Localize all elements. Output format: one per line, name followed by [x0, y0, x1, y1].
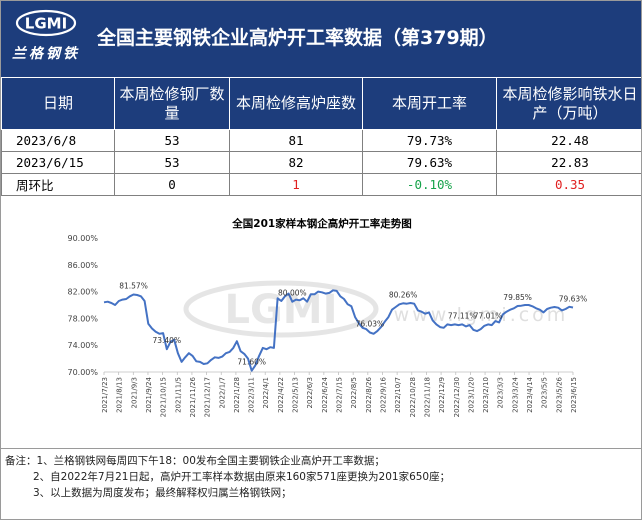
data-label: 77.01% [474, 311, 503, 320]
x-tick-label: 2021/9/24 [145, 376, 153, 412]
header-impact: 本周检修影响铁水日产（万吨） [496, 77, 641, 130]
data-label: 71.60% [237, 358, 266, 367]
x-tick-label: 2023/5/26 [555, 376, 563, 412]
x-axis: 2021/7/23 2021/8/13 2021/9/3 2021/9/24 2021/… [101, 371, 578, 417]
table-row-change: 周环比 0 1 -0.10% 0.35 [1, 173, 641, 196]
data-label: 79.63% [559, 294, 588, 303]
lgmi-logo-icon: LGMI [15, 9, 77, 37]
x-tick-label: 2023/5/5 [541, 377, 549, 408]
y-tick-label: 74.00% [67, 341, 98, 350]
x-tick-label: 2022/4/1 [262, 377, 270, 408]
chart-title: 全国201家样本钢企高炉开工率走势图 [232, 218, 412, 230]
data-label: 73.40% [152, 336, 181, 345]
logo-chinese-name: 兰格钢铁 [12, 46, 80, 62]
x-tick-label: 2022/12/30 [453, 377, 461, 417]
x-tick-label: 2021/9/3 [130, 377, 138, 408]
x-tick-label: 2022/10/7 [394, 377, 402, 413]
footer-notes: 备注：1、兰格钢铁网每周四下午18：00发布全国主要钢铁企业高炉开工率数据； 2… [1, 448, 641, 519]
y-tick-label: 86.00% [67, 261, 98, 270]
x-tick-label: 2022/3/11 [248, 377, 256, 413]
row-date: 2023/6/15 [1, 151, 115, 174]
header-banner: LGMI 兰格钢铁 全国主要钢铁企业高炉开工率数据（第379期） [1, 1, 641, 77]
row-mills: 53 [114, 151, 230, 174]
x-tick-label: 2022/8/26 [365, 376, 373, 412]
x-tick-label: 2022/5/13 [292, 377, 300, 413]
x-tick-label: 2021/11/5 [174, 377, 182, 413]
note-1: 备注：1、兰格钢铁网每周四下午18：00发布全国主要钢铁企业高炉开工率数据； [5, 455, 385, 467]
data-label: 79.85% [503, 293, 532, 302]
x-tick-label: 2021/8/13 [116, 377, 124, 413]
x-tick-label: 2022/10/28 [409, 377, 417, 417]
table-header-row: 日期 本周检修钢厂数量 本周检修高炉座数 本周开工率 本周检修影响铁水日产（万吨… [1, 77, 641, 130]
data-label: 77.11% [448, 311, 477, 320]
x-tick-label: 2021/12/17 [204, 377, 212, 417]
y-tick-label: 90.00% [67, 234, 98, 243]
x-tick-label: 2022/9/16 [379, 376, 387, 412]
brand-logo: LGMI 兰格钢铁 [7, 7, 85, 67]
y-tick-label: 82.00% [67, 288, 98, 297]
series-layer [103, 289, 574, 372]
x-tick-label: 2023/6/15 [570, 377, 578, 413]
line-chart: 70.00% 74.00% 78.00% 82.00% 86.00% 90.00% 202… [67, 234, 587, 417]
x-tick-label: 2023/2/10 [482, 377, 490, 413]
y-axis: 70.00% 74.00% 78.00% 82.00% 86.00% 90.00% [67, 234, 98, 377]
change-label: 周环比 [1, 173, 115, 196]
row-mills: 53 [114, 129, 230, 152]
x-tick-label: 2023/3/24 [511, 376, 519, 412]
change-rate: -0.10% [362, 173, 497, 196]
header-rate: 本周开工率 [362, 77, 497, 130]
row-date: 2023/6/8 [1, 129, 115, 152]
row-furnaces: 82 [229, 151, 363, 174]
change-impact: 0.35 [496, 173, 641, 196]
x-tick-label: 2022/1/28 [233, 377, 241, 413]
row-impact: 22.83 [496, 151, 641, 174]
table-row: 2023/6/8 53 81 79.73% 22.48 [1, 129, 641, 152]
note-2: 2、自2022年7月21日起，高炉开工率样本数据由原来160家571座更换为20… [33, 471, 451, 483]
y-tick-label: 70.00% [67, 368, 98, 377]
row-furnaces: 81 [229, 129, 363, 152]
series-line [103, 289, 574, 372]
data-label: 80.00% [278, 289, 307, 298]
row-rate: 79.73% [362, 129, 497, 152]
table-row: 2023/6/15 53 82 79.63% 22.83 [1, 151, 641, 174]
row-impact: 22.48 [496, 129, 641, 152]
svg-text:LGMI: LGMI [25, 15, 67, 33]
header-furnaces: 本周检修高炉座数 [229, 77, 363, 130]
x-tick-label: 2023/4/14 [526, 376, 534, 412]
x-tick-label: 2023/3/3 [497, 377, 505, 408]
summary-table: 日期 本周检修钢厂数量 本周检修高炉座数 本周开工率 本周检修影响铁水日产（万吨… [1, 77, 641, 196]
x-tick-label: 2022/4/22 [277, 377, 285, 413]
data-label: 76.03% [356, 319, 385, 328]
x-tick-label: 2022/8/5 [350, 377, 358, 408]
note-3: 3、以上数据为周度发布；最终解释权归属兰格钢铁网； [33, 487, 292, 499]
x-tick-label: 2023/1/20 [467, 377, 475, 413]
x-tick-label: 2021/10/15 [160, 377, 168, 417]
page-title: 全国主要钢铁企业高炉开工率数据（第379期） [97, 27, 498, 49]
x-tick-label: 2022/6/24 [321, 376, 329, 412]
x-tick-label: 2021/11/26 [189, 376, 197, 417]
x-tick-label: 2022/6/3 [306, 377, 314, 408]
data-label: 80.26% [389, 290, 418, 299]
x-tick-label: 2022/1/7 [218, 377, 226, 408]
header-date: 日期 [1, 77, 115, 130]
header-mills: 本周检修钢厂数量 [114, 77, 230, 130]
x-tick-label: 2022/11/18 [423, 377, 431, 417]
change-furnaces: 1 [229, 173, 363, 196]
row-rate: 79.63% [362, 151, 497, 174]
x-tick-label: 2021/7/23 [101, 377, 109, 413]
x-tick-label: 2022/7/15 [336, 377, 344, 413]
y-tick-label: 78.00% [67, 314, 98, 323]
x-tick-label: 2022/12/9 [438, 377, 446, 413]
data-label: 81.57% [119, 281, 148, 290]
annotation-layer: 81.57% 73.40% 71.60% 80.00% 76.03% 80.26% 77.1… [119, 281, 587, 366]
change-mills: 0 [114, 173, 230, 196]
